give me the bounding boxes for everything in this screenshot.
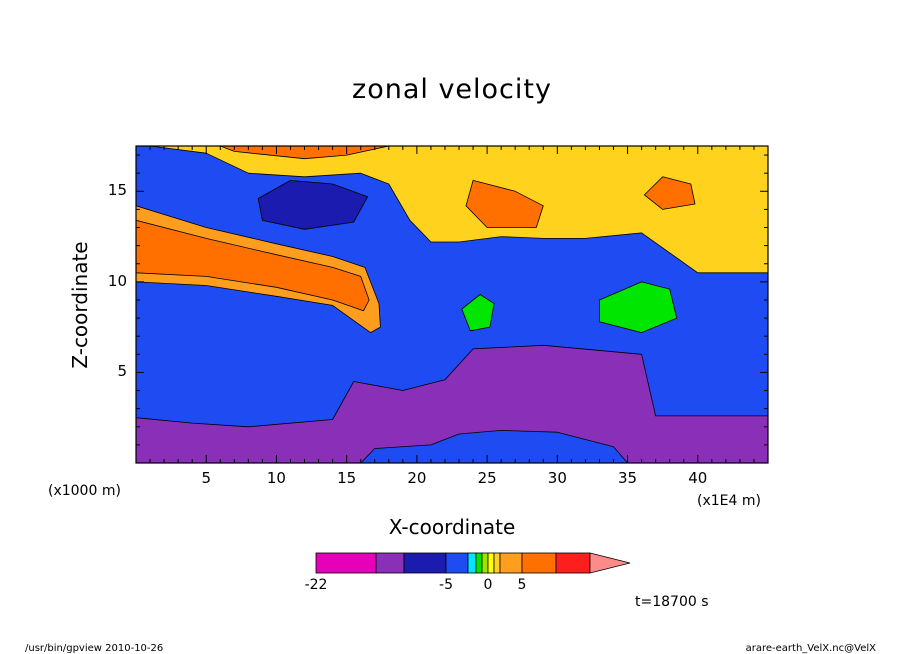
colorbar-swatch <box>475 552 483 574</box>
x-tick-label: 5 <box>201 469 211 487</box>
x-axis-label: X-coordinate <box>388 515 516 539</box>
colorbar-tick-label: 5 <box>517 577 527 593</box>
plot-area <box>135 145 769 464</box>
footer-right: arare-earth_VelX.nc@VelX <box>745 643 876 654</box>
y-tick-label: 10 <box>107 271 127 290</box>
contour-region-3 <box>257 179 369 230</box>
axis-ticks <box>136 146 768 463</box>
time-label: t=18700 s <box>635 594 709 610</box>
x-tick-label: 30 <box>547 469 567 487</box>
colorbar-tick-label: -22 <box>304 577 328 593</box>
contour-region-11 <box>461 294 495 332</box>
colorbar-swatch <box>555 552 591 574</box>
colorbar-swatch <box>467 552 477 574</box>
colorbar-swatch <box>375 552 405 574</box>
footer-left: /usr/bin/gpview 2010-10-26 <box>25 643 164 654</box>
x-unit-label: (x1E4 m) <box>697 493 761 509</box>
colorbar-swatch <box>481 552 489 574</box>
colorbar-extend-triangle <box>589 552 631 574</box>
contour-region-8 <box>465 179 544 228</box>
x-tick-label: 20 <box>407 469 427 487</box>
contour-regions <box>136 146 768 463</box>
colorbar <box>315 552 631 574</box>
contour-region-1 <box>136 344 768 463</box>
y-tick-label: 5 <box>117 362 127 381</box>
y-unit-label: (x1000 m) <box>48 483 121 499</box>
x-tick-label: 40 <box>688 469 708 487</box>
contour-region-10 <box>599 281 678 334</box>
colorbar-swatch <box>445 552 469 574</box>
x-tick-label: 35 <box>618 469 638 487</box>
contour-region-2 <box>360 429 628 463</box>
colorbar-swatch <box>315 552 377 574</box>
colorbar-tick-label: 0 <box>483 577 493 593</box>
colorbar-tick-label: -5 <box>439 577 453 593</box>
y-axis-label: Z-coordinate <box>68 241 92 369</box>
colorbar-swatch <box>403 552 447 574</box>
colorbar-swatch <box>499 552 523 574</box>
contour-region-9 <box>644 176 696 210</box>
chart-title: zonal velocity <box>352 74 552 105</box>
colorbar-swatch <box>487 552 495 574</box>
colorbar-swatch <box>493 552 501 574</box>
x-tick-label: 15 <box>337 469 357 487</box>
x-tick-label: 25 <box>477 469 497 487</box>
y-tick-label: 15 <box>107 181 127 200</box>
contour-region-6 <box>136 219 370 312</box>
colorbar-swatch <box>521 552 557 574</box>
x-tick-label: 10 <box>266 469 286 487</box>
plot-frame <box>135 145 769 464</box>
contour-region-4 <box>136 146 768 274</box>
